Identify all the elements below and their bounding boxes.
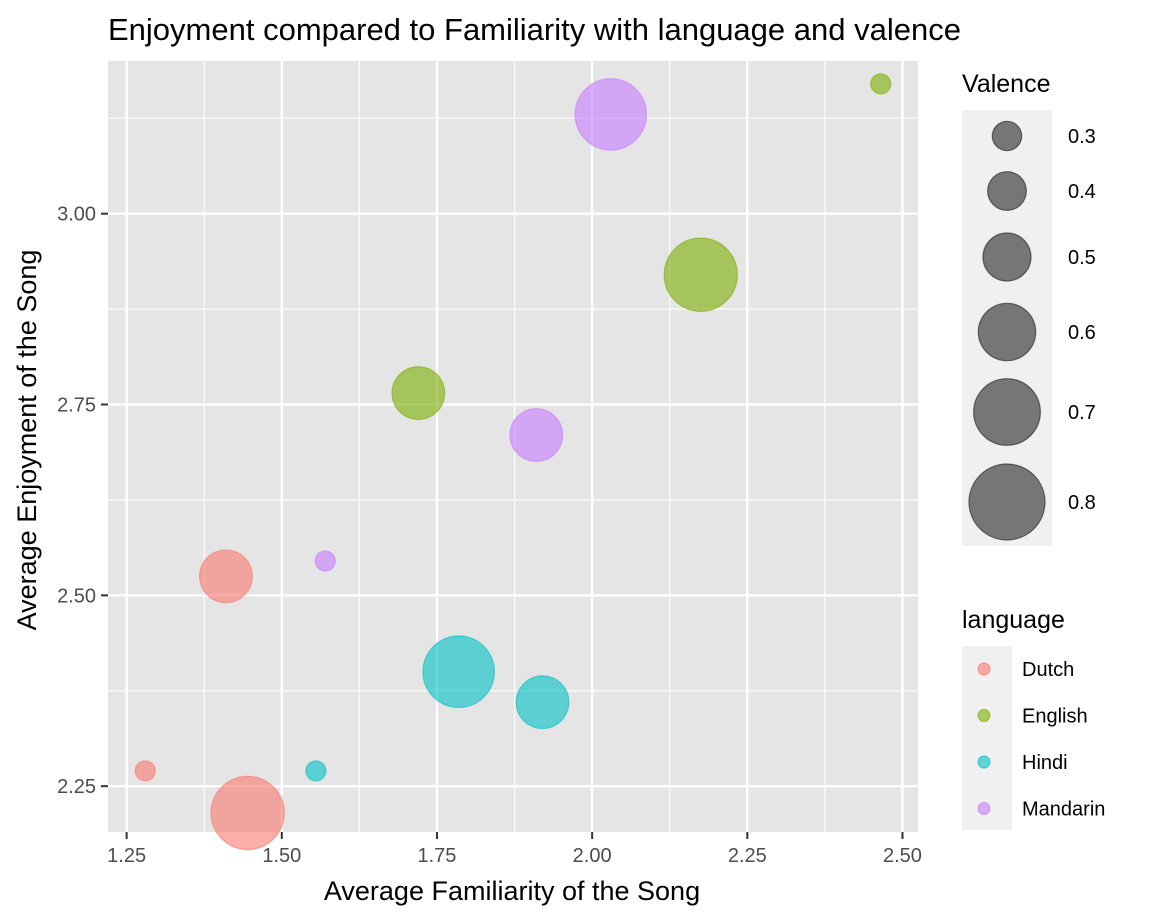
y-tick-label: 2.50	[57, 585, 96, 607]
language-legend-key	[977, 801, 991, 816]
valence-legend-title: Valence	[962, 70, 1051, 98]
data-point-english	[663, 237, 738, 312]
valence-legend-label: 0.6	[1068, 322, 1096, 344]
data-point-english	[870, 73, 892, 95]
language-legend-label: English	[1022, 706, 1088, 728]
x-tick-label: 2.00	[573, 845, 612, 867]
x-tick-label: 1.50	[262, 845, 301, 867]
data-point-dutch	[210, 775, 285, 851]
valence-legend-label: 0.5	[1068, 247, 1096, 269]
y-tick-label: 2.25	[57, 776, 96, 798]
valence-legend-label: 0.7	[1068, 402, 1096, 424]
x-tick-label: 2.25	[728, 845, 767, 867]
y-tick-label: 3.00	[57, 204, 96, 226]
y-tick-label: 2.75	[57, 395, 96, 417]
valence-legend-label: 0.3	[1068, 126, 1096, 148]
language-legend-label: Mandarin	[1022, 799, 1105, 821]
data-point-hindi	[422, 635, 495, 708]
valence-legend-key	[973, 378, 1041, 446]
valence-legend-key	[977, 302, 1037, 362]
x-tick-label: 2.50	[883, 845, 922, 867]
valence-legend-label: 0.8	[1068, 492, 1096, 514]
axes: 1.25 1.50 1.75 2.00 2.25 2.50 2.25 2.50 2.75 3.00	[57, 204, 922, 867]
language-legend-key	[977, 662, 991, 676]
data-point-mandarin	[314, 550, 336, 572]
x-tick-label: 1.25	[107, 845, 146, 867]
data-point-dutch	[134, 760, 156, 782]
valence-legend-key	[982, 232, 1032, 282]
language-legend-label: Dutch	[1022, 659, 1074, 681]
data-point-mandarin	[509, 408, 564, 462]
language-legend-keys-bg	[962, 646, 1012, 830]
grid-lines	[108, 61, 918, 832]
x-tick-label: 1.75	[417, 845, 456, 867]
valence-legend-key	[968, 463, 1046, 541]
data-point-mandarin	[574, 78, 648, 151]
language-legend-key	[977, 755, 991, 769]
valence-legend: Valence 0.3 0.4 0.5 0.6 0.7 0.8	[962, 70, 1096, 546]
data-point-hindi	[515, 675, 570, 730]
language-legend: language Dutch English Hindi Mandarin	[962, 606, 1105, 830]
language-legend-key	[977, 708, 991, 723]
data-point-hindi	[305, 760, 327, 782]
valence-legend-label: 0.4	[1068, 181, 1096, 203]
data-point-dutch	[198, 549, 253, 604]
x-axis-label: Average Familiarity of the Song	[324, 876, 700, 906]
valence-legend-key	[991, 120, 1023, 152]
data-points	[134, 73, 892, 851]
y-axis-label: Average Enjoyment of the Song	[12, 250, 42, 631]
language-legend-title: language	[962, 606, 1065, 634]
language-legend-label: Hindi	[1022, 752, 1068, 774]
valence-legend-key	[987, 171, 1027, 211]
chart-title: Enjoyment compared to Familiarity with l…	[108, 12, 961, 47]
data-point-english	[391, 366, 446, 420]
